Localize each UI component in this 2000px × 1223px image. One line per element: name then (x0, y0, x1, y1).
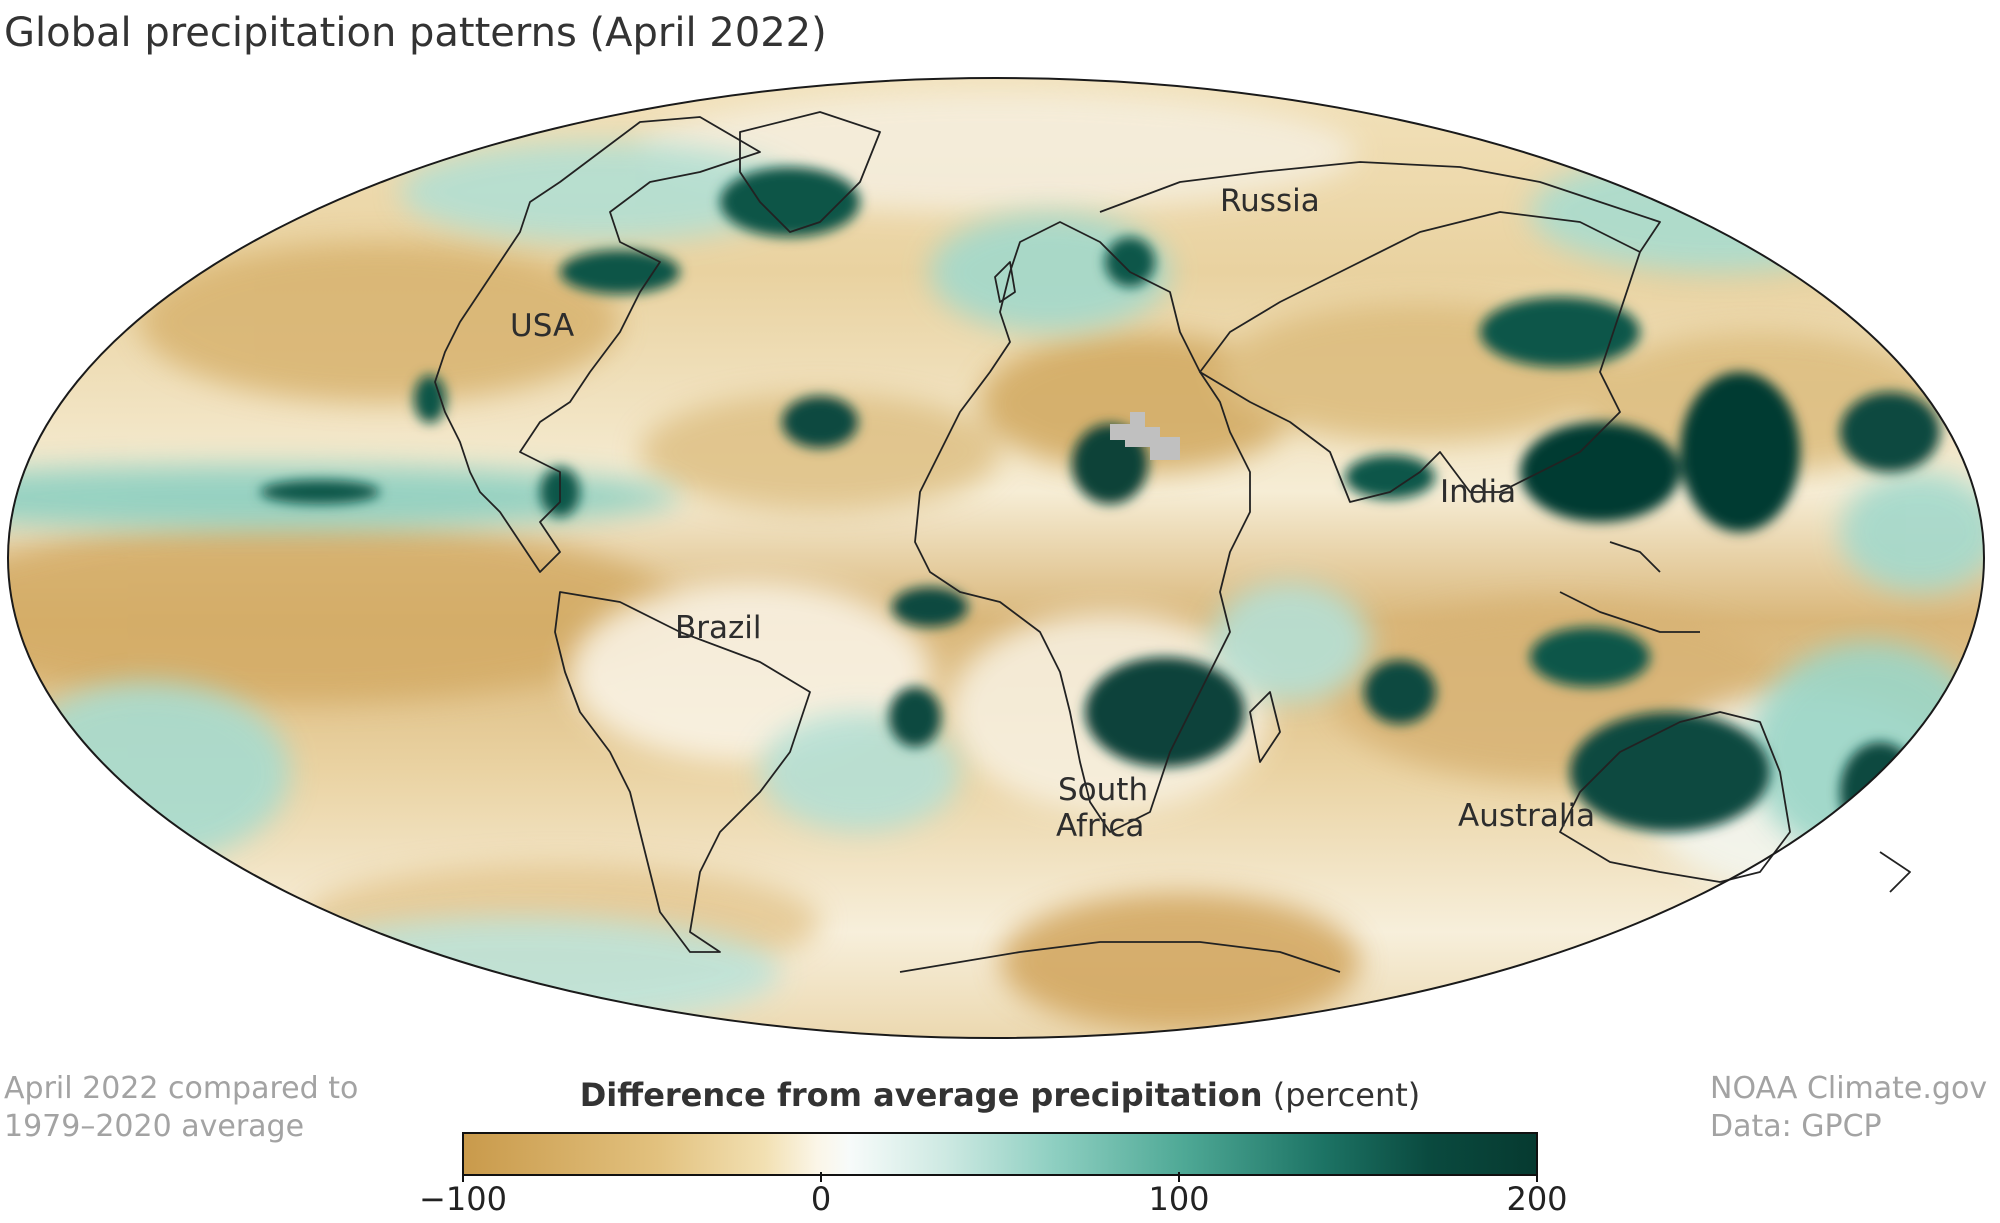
comparison-note-line1: April 2022 compared to (4, 1071, 359, 1106)
region-label-usa: USA (510, 308, 574, 344)
region-label-south: South (1058, 772, 1148, 808)
credit-note-line1: NOAA Climate.gov (1710, 1071, 1988, 1106)
region-label-brazil: Brazil (675, 610, 762, 646)
credit-note-line2: Data: GPCP (1710, 1109, 1882, 1144)
legend-colorbar (462, 1132, 1538, 1176)
map-title: Global precipitation patterns (April 202… (4, 10, 827, 56)
region-label-australia: Australia (1458, 798, 1595, 834)
legend-tick-label: 0 (810, 1180, 832, 1218)
comparison-note-line2: 1979–2020 average (4, 1109, 305, 1144)
legend-tick (462, 1172, 464, 1182)
region-label-russia: Russia (1220, 183, 1320, 219)
region-label-africa: Africa (1056, 808, 1144, 844)
region-label-india: India (1440, 474, 1516, 510)
legend-title-unit: (percent) (1272, 1076, 1421, 1114)
legend-tick-label: 100 (1148, 1180, 1210, 1218)
legend-tick (1178, 1172, 1180, 1182)
legend-tick-label: 200 (1506, 1180, 1568, 1218)
precipitation-map: Russia USA India Brazil South Africa Aus… (0, 72, 2000, 1072)
legend-title-bold: Difference from average precipitation (579, 1076, 1263, 1114)
legend-tick-label: −100 (419, 1180, 507, 1218)
coastlines (434, 111, 1911, 973)
credit-note: NOAA Climate.gov Data: GPCP (1710, 1070, 2000, 1146)
legend-title: Difference from average precipitation (p… (460, 1076, 1540, 1114)
globe-outline (7, 77, 1985, 1039)
legend-tick (1536, 1172, 1538, 1182)
legend-tick (820, 1172, 822, 1182)
comparison-note: April 2022 compared to 1979–2020 average (4, 1070, 358, 1146)
